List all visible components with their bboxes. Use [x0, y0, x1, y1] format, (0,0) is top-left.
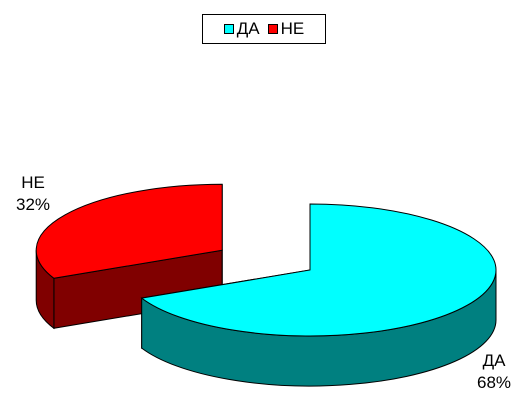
data-label-ne: НЕ 32% [10, 172, 56, 216]
legend-swatch-ne [267, 24, 278, 34]
slice-ne [35, 183, 223, 330]
legend-entry-ne: НЕ [267, 19, 305, 39]
data-label-ne-name: НЕ [21, 173, 45, 192]
legend-label-da: ДА [236, 19, 260, 38]
slice-ne-top [35, 183, 223, 279]
legend-label-ne: НЕ [280, 19, 305, 38]
data-label-da-percent: 68% [476, 373, 512, 392]
data-label-da: ДА 68% [470, 350, 518, 394]
legend-swatch-da [223, 24, 234, 34]
legend: ДА НЕ [202, 14, 326, 44]
legend-entry-da: ДА [223, 19, 260, 39]
slice-da-top [140, 203, 497, 337]
data-label-da-name: ДА [482, 351, 506, 370]
data-label-ne-percent: 32% [15, 195, 51, 214]
slice-da [140, 203, 497, 387]
